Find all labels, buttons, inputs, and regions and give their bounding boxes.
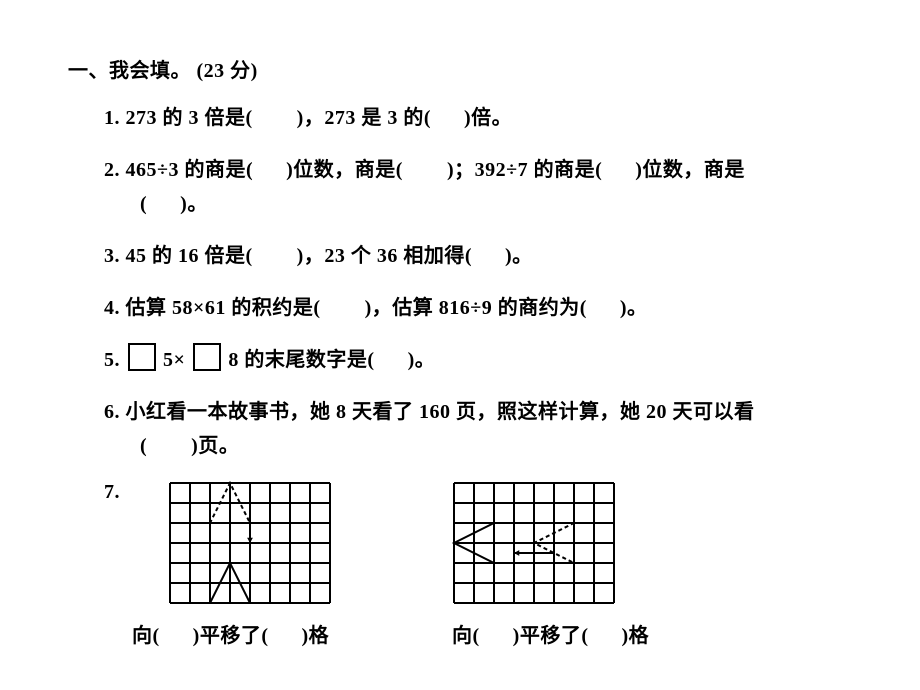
text: 465÷3 的商是(: [126, 159, 254, 181]
grid-figure-a: [168, 481, 332, 605]
question-7: 7. 向( )平移了( )格 向( )平移了(: [104, 481, 860, 648]
grid-figure-b: [452, 481, 616, 605]
blank-box-icon: [128, 343, 156, 371]
text: )平移了(: [513, 625, 589, 647]
section-points: (23 分): [197, 60, 258, 82]
question-3: 3. 45 的 16 倍是( )，23 个 36 相加得( )。: [104, 239, 860, 273]
text: )。: [180, 193, 208, 215]
question-5: 5. 5× 8 的末尾数字是( )。: [104, 343, 860, 377]
blank-box-icon: [193, 343, 221, 371]
q6-num: 6.: [104, 401, 120, 423]
text: 向(: [452, 625, 480, 647]
text: 45 的 16 倍是(: [126, 245, 253, 267]
question-4: 4. 估算 58×61 的积约是( )，估算 816÷9 的商约为( )。: [104, 291, 860, 325]
text: )；392÷7 的商是(: [447, 159, 602, 181]
section-title: 一、我会填。: [68, 60, 191, 82]
text: )格: [302, 625, 330, 647]
text: 估算 58×61 的积约是(: [126, 297, 321, 319]
text: )位数，商是(: [286, 159, 403, 181]
text: )，23 个 36 相加得(: [297, 245, 472, 267]
q2-num: 2.: [104, 159, 120, 181]
text: 273 的 3 倍是(: [126, 107, 253, 129]
text: 8 的末尾数字是(: [228, 349, 374, 371]
question-2: 2. 465÷3 的商是( )位数，商是( )；392÷7 的商是( )位数，商…: [104, 153, 860, 221]
text: )。: [620, 297, 648, 319]
question-6: 6. 小红看一本故事书，她 8 天看了 160 页，照这样计算，她 20 天可以…: [104, 395, 860, 463]
text: )倍。: [464, 107, 512, 129]
text: )格: [622, 625, 650, 647]
text: 5×: [163, 349, 185, 371]
text: )，273 是 3 的(: [297, 107, 431, 129]
text: (: [140, 435, 147, 457]
text: 向(: [132, 625, 160, 647]
text: )。: [408, 349, 436, 371]
text: )页。: [191, 435, 239, 457]
text: 小红看一本故事书，她 8 天看了 160 页，照这样计算，她 20 天可以看: [126, 401, 755, 423]
question-1: 1. 273 的 3 倍是( )，273 是 3 的( )倍。: [104, 101, 860, 135]
text: )，估算 816÷9 的商约为(: [365, 297, 587, 319]
q7-num: 7.: [104, 481, 120, 503]
text: (: [140, 193, 147, 215]
text: )位数，商是: [635, 159, 745, 181]
text: )平移了(: [193, 625, 269, 647]
q4-num: 4.: [104, 297, 120, 319]
q3-num: 3.: [104, 245, 120, 267]
q1-num: 1.: [104, 107, 120, 129]
q5-num: 5.: [104, 349, 120, 371]
text: )。: [505, 245, 533, 267]
